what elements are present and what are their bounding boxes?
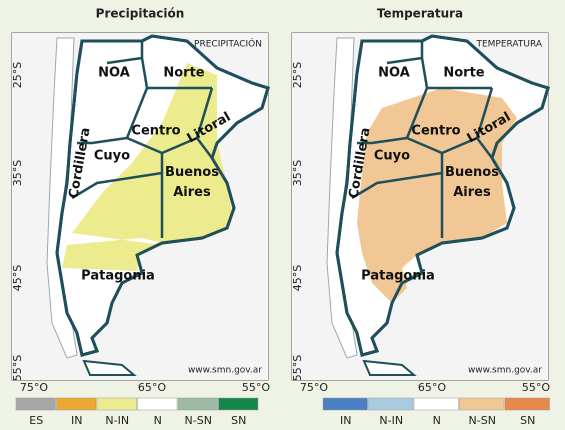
region-label: Norte [443, 66, 484, 81]
map-panel: PRECIPITACIÓN www.smn.gov.ar NOA Norte Centr… [11, 32, 270, 394]
legend-label: ES [29, 414, 43, 427]
legend-label: IN [71, 414, 82, 427]
region-label: Centro [131, 124, 180, 139]
lat-label: 35°S [291, 160, 304, 186]
source-url: www.smn.gov.ar [468, 366, 542, 376]
legend-swatch [56, 397, 97, 411]
legend-swatch [137, 397, 178, 411]
legend-label: N-IN [105, 414, 129, 427]
region-label: Buenos Aires [165, 165, 219, 200]
region-label: Buenos Aires [165, 165, 219, 200]
lat-label: 55°S [11, 355, 24, 381]
legend-swatch [177, 397, 218, 411]
legend-label: IN [340, 414, 351, 427]
region-label: Centro [411, 124, 460, 139]
map-label: TEMPERATURA [475, 40, 542, 50]
region-label: Cuyo [374, 149, 410, 164]
tierra-del-fuego [362, 359, 417, 376]
legend-swatch [322, 397, 368, 411]
region-label: Buenos Aires [445, 165, 499, 200]
region-label: NOA [378, 66, 410, 81]
legend-swatch [218, 397, 259, 411]
source-url: www.smn.gov.ar [188, 366, 262, 376]
legend-label: N [154, 414, 162, 427]
lat-label: 45°S [291, 265, 304, 291]
lat-label: 25°S [11, 62, 24, 88]
lat-label: 35°S [11, 160, 24, 186]
legend-swatch [504, 397, 550, 411]
legend-label: N [433, 414, 441, 427]
legend-label: SN [231, 414, 246, 427]
legend-swatch [413, 397, 459, 411]
legend-swatch [96, 397, 137, 411]
argentina-outline [55, 34, 270, 357]
region-label: Norte [163, 66, 204, 81]
legend-label: SN [520, 414, 535, 427]
panel-title: Precipitación [96, 7, 185, 21]
region-label: Patagonia [361, 269, 435, 284]
region-label: Patagonia [81, 269, 155, 284]
lat-label: 55°S [291, 355, 304, 381]
argentina-outline [335, 34, 550, 357]
lon-label: 75°O [300, 381, 328, 394]
lon-label: 65°O [138, 381, 166, 394]
region-label: Cuyo [94, 149, 130, 164]
legend-swatch [368, 397, 414, 411]
lat-label: 25°S [291, 62, 304, 88]
lon-label: 75°O [20, 381, 48, 394]
legend-swatch [15, 397, 56, 411]
legend-label: N-SN [469, 414, 496, 427]
region-boundaries [71, 41, 214, 238]
panel-title: Temperatura [377, 7, 463, 21]
tierra-del-fuego [82, 359, 137, 376]
legend-swatch [459, 397, 505, 411]
highlight-area [357, 88, 517, 303]
lon-label: 55°O [242, 381, 270, 394]
legend-label: N-SN [185, 414, 212, 427]
map-label: PRECIPITACIÓN [194, 38, 262, 50]
legend-label: N-IN [379, 414, 403, 427]
lon-label: 55°O [522, 381, 550, 394]
highlight-area [62, 63, 232, 271]
region-boundaries [351, 41, 494, 238]
lat-label: 45°S [11, 265, 24, 291]
region-label: Buenos Aires [445, 165, 499, 200]
lon-label: 65°O [418, 381, 446, 394]
region-label: NOA [98, 66, 130, 81]
